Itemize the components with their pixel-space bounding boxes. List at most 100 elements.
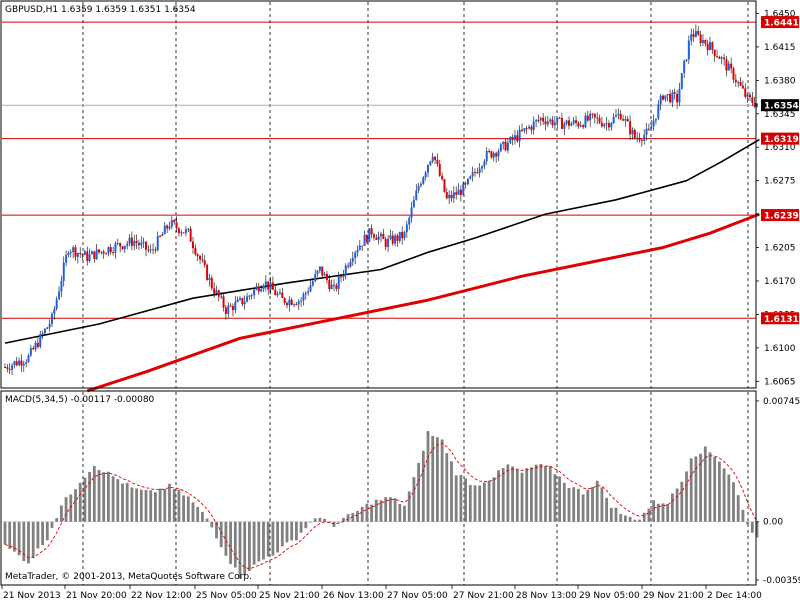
candle-body bbox=[448, 194, 451, 199]
macd-histogram-bar bbox=[271, 521, 275, 556]
candle-body bbox=[589, 113, 592, 121]
candle-body bbox=[605, 123, 608, 125]
candle-body bbox=[109, 247, 112, 253]
macd-histogram-bar bbox=[97, 469, 101, 522]
price-tick-label: 1.6205 bbox=[764, 244, 796, 254]
candle-body bbox=[410, 207, 413, 218]
price-level-tag-label: 1.6441 bbox=[764, 19, 799, 29]
candle-body bbox=[669, 94, 672, 103]
macd-signal-line bbox=[4, 442, 758, 570]
macd-histogram-bar bbox=[727, 474, 731, 522]
macd-histogram-bar bbox=[243, 521, 247, 576]
candle-body bbox=[253, 289, 256, 296]
candle-body bbox=[250, 295, 253, 297]
macd-histogram-bar bbox=[468, 485, 472, 522]
candle-body bbox=[95, 249, 98, 260]
candle-body bbox=[450, 194, 453, 199]
time-tick-label: 21 Nov 20:00 bbox=[66, 591, 127, 600]
candle-body bbox=[90, 251, 93, 255]
candle-body bbox=[163, 225, 166, 235]
candle-body bbox=[640, 140, 643, 142]
candle-body bbox=[427, 164, 429, 173]
candle-body bbox=[474, 171, 476, 173]
macd-histogram-bar bbox=[619, 514, 623, 522]
candle-body bbox=[431, 156, 434, 162]
macd-histogram-bar bbox=[671, 493, 674, 522]
candle-body bbox=[732, 68, 735, 80]
candle-body bbox=[673, 92, 676, 94]
candle-body bbox=[600, 122, 603, 127]
candle-body bbox=[643, 134, 646, 141]
candle-body bbox=[81, 254, 84, 256]
candle-body bbox=[255, 286, 258, 290]
candle-body bbox=[27, 355, 30, 362]
price-level-tag bbox=[761, 312, 799, 325]
candle-body bbox=[568, 120, 570, 126]
candle-body bbox=[177, 228, 180, 234]
candle-body bbox=[384, 238, 387, 248]
candle-body bbox=[290, 299, 293, 305]
macd-histogram-bar bbox=[238, 521, 242, 579]
candle-body bbox=[325, 273, 328, 281]
candle-body bbox=[624, 119, 627, 121]
candle-body bbox=[528, 126, 531, 129]
macd-histogram-bar bbox=[149, 490, 153, 522]
candle-body bbox=[121, 246, 124, 249]
macd-histogram-bar bbox=[732, 482, 735, 522]
macd-histogram-bar bbox=[478, 485, 482, 522]
macd-histogram-bar bbox=[398, 504, 402, 522]
candle-body bbox=[389, 235, 392, 239]
candle-body bbox=[638, 137, 641, 141]
candle-body bbox=[730, 63, 733, 69]
candle-body bbox=[511, 137, 514, 140]
candle-body bbox=[344, 265, 347, 276]
candle-body bbox=[201, 259, 204, 261]
candle-body bbox=[398, 231, 401, 241]
macd-histogram-bar bbox=[577, 488, 580, 522]
candle-body bbox=[694, 30, 697, 37]
candle-body bbox=[436, 159, 439, 165]
macd-histogram-bar bbox=[722, 468, 726, 522]
macd-histogram-bar bbox=[483, 482, 486, 522]
candle-body bbox=[175, 222, 178, 229]
macd-histogram-bar bbox=[379, 500, 383, 522]
candle-body bbox=[445, 192, 448, 199]
time-tick-label: 28 Nov 13:00 bbox=[516, 591, 577, 600]
price-chart[interactable] bbox=[2, 21, 760, 393]
candle-body bbox=[676, 93, 679, 103]
candle-body bbox=[248, 295, 251, 297]
candle-body bbox=[363, 234, 366, 247]
candle-body bbox=[382, 233, 385, 239]
candle-body bbox=[321, 266, 324, 276]
macd-histogram-bar bbox=[107, 471, 110, 522]
macd-histogram-bar bbox=[304, 521, 308, 529]
time-tick-label: 25 Nov 21:00 bbox=[259, 591, 320, 600]
candle-body bbox=[370, 228, 373, 235]
macd-histogram-bar bbox=[562, 482, 566, 522]
candle-body bbox=[29, 348, 32, 356]
candle-body bbox=[544, 121, 547, 125]
candle-body bbox=[210, 277, 213, 289]
candle-body bbox=[396, 235, 399, 241]
macd-histogram-bar bbox=[22, 521, 26, 562]
candle-body bbox=[509, 137, 512, 143]
macd-axis: 0.00745 0.00 -0.00359 bbox=[756, 397, 800, 586]
candle-body bbox=[276, 293, 279, 296]
candle-body bbox=[243, 301, 246, 305]
candle-body bbox=[358, 245, 361, 251]
macd-histogram-bar bbox=[186, 496, 190, 522]
price-tick-label: 1.6170 bbox=[764, 277, 796, 287]
price-level-tag-label: 1.6239 bbox=[764, 212, 799, 222]
candle-body bbox=[572, 120, 575, 124]
time-tick-label: 29 Nov 05:00 bbox=[579, 591, 640, 600]
macd-histogram-bar bbox=[421, 450, 425, 522]
candle-body bbox=[246, 296, 249, 302]
macd-histogram-bar bbox=[633, 519, 637, 522]
moving-average-slow bbox=[86, 212, 760, 393]
candle-body bbox=[394, 235, 397, 244]
macd-chart[interactable] bbox=[2, 431, 759, 579]
macd-histogram-bar bbox=[544, 465, 547, 522]
candle-body bbox=[314, 273, 317, 282]
copyright-text: MetaTrader, © 2001-2013, MetaQuotes Soft… bbox=[5, 572, 252, 582]
